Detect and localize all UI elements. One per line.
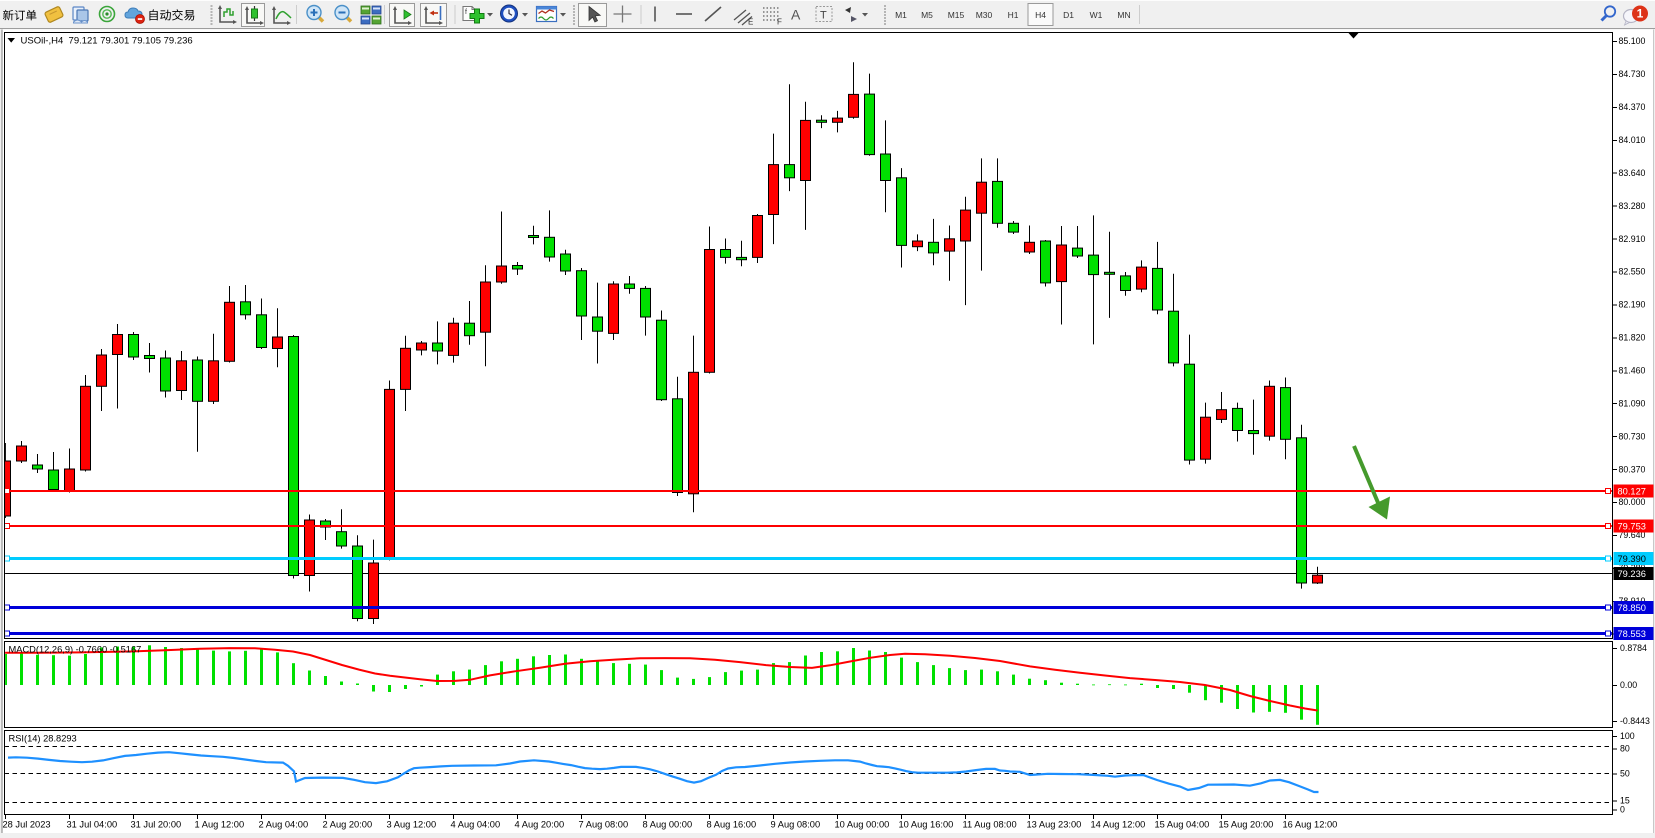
svg-text:15 Aug 20:00: 15 Aug 20:00 [1219, 820, 1274, 830]
svg-text:31 Jul 04:00: 31 Jul 04:00 [67, 820, 118, 830]
svg-text:4 Aug 04:00: 4 Aug 04:00 [451, 820, 501, 830]
svg-text:78.850: 78.850 [1618, 603, 1646, 613]
svg-text:83.640: 83.640 [1619, 168, 1646, 178]
svg-text:0.00: 0.00 [1620, 680, 1637, 690]
svg-text:M1: M1 [895, 10, 907, 20]
svg-text:82.910: 82.910 [1619, 234, 1646, 244]
svg-text:2 Aug 04:00: 2 Aug 04:00 [259, 820, 309, 830]
svg-text:H4: H4 [1035, 10, 1046, 20]
svg-text:0.8784: 0.8784 [1620, 643, 1647, 653]
svg-text:79.390: 79.390 [1618, 554, 1646, 564]
svg-text:MACD(12,26,9) -0.7660 -0.5167: MACD(12,26,9) -0.7660 -0.5167 [9, 645, 142, 655]
svg-text:H1: H1 [1008, 10, 1019, 20]
svg-text:16 Aug 12:00: 16 Aug 12:00 [1283, 820, 1338, 830]
svg-text:3 Aug 12:00: 3 Aug 12:00 [387, 820, 437, 830]
svg-text:M5: M5 [921, 10, 933, 20]
svg-text:28 Jul 2023: 28 Jul 2023 [3, 820, 51, 830]
svg-text:D1: D1 [1063, 10, 1074, 20]
svg-text:81.090: 81.090 [1619, 398, 1646, 408]
svg-text:81.460: 81.460 [1619, 366, 1646, 376]
svg-text:1: 1 [1637, 7, 1644, 21]
svg-text:W1: W1 [1090, 10, 1103, 20]
svg-text:14 Aug 12:00: 14 Aug 12:00 [1091, 820, 1146, 830]
svg-text:8 Aug 16:00: 8 Aug 16:00 [707, 820, 757, 830]
svg-text:84.010: 84.010 [1619, 135, 1646, 145]
svg-text:80.000: 80.000 [1619, 497, 1646, 507]
svg-text:USOil-,H4 79.121 79.301 79.10: USOil-,H4 79.121 79.301 79.105 79.236 [21, 36, 193, 47]
svg-text:79.640: 79.640 [1619, 530, 1646, 540]
svg-text:82.550: 82.550 [1619, 267, 1646, 277]
svg-text:F: F [777, 18, 782, 27]
svg-text:1 Aug 12:00: 1 Aug 12:00 [195, 820, 245, 830]
svg-text:84.370: 84.370 [1619, 102, 1646, 112]
svg-text:-0.8443: -0.8443 [1620, 716, 1650, 726]
svg-text:4 Aug 20:00: 4 Aug 20:00 [515, 820, 565, 830]
svg-text:81.820: 81.820 [1619, 333, 1646, 343]
svg-text:2 Aug 20:00: 2 Aug 20:00 [323, 820, 373, 830]
svg-text:84.730: 84.730 [1619, 69, 1646, 79]
svg-text:79.236: 79.236 [1618, 569, 1646, 579]
svg-text:13 Aug 23:00: 13 Aug 23:00 [1027, 820, 1082, 830]
svg-text:79.753: 79.753 [1618, 521, 1646, 531]
svg-text:15 Aug 04:00: 15 Aug 04:00 [1155, 820, 1210, 830]
svg-text:A: A [791, 7, 801, 23]
svg-text:80.127: 80.127 [1618, 486, 1646, 496]
svg-text:M15: M15 [948, 10, 965, 20]
svg-text:E: E [748, 18, 753, 27]
svg-text:10 Aug 16:00: 10 Aug 16:00 [899, 820, 954, 830]
svg-text:31 Jul 20:00: 31 Jul 20:00 [131, 820, 182, 830]
svg-text:78.553: 78.553 [1618, 629, 1646, 639]
svg-text:f: f [465, 9, 467, 16]
svg-text:85.100: 85.100 [1619, 36, 1646, 46]
svg-text:8 Aug 00:00: 8 Aug 00:00 [643, 820, 693, 830]
svg-text:MN: MN [1117, 10, 1130, 20]
svg-text:80.730: 80.730 [1619, 431, 1646, 441]
svg-text:100: 100 [1620, 731, 1635, 741]
svg-text:50: 50 [1620, 769, 1630, 779]
svg-text:80: 80 [1620, 744, 1630, 754]
svg-text:7 Aug 08:00: 7 Aug 08:00 [579, 820, 629, 830]
svg-text:80.370: 80.370 [1619, 464, 1646, 474]
svg-text:T: T [820, 10, 827, 22]
svg-text:9 Aug 08:00: 9 Aug 08:00 [771, 820, 821, 830]
svg-text:15: 15 [1620, 796, 1630, 806]
svg-text:82.190: 82.190 [1619, 300, 1646, 310]
svg-text:M30: M30 [976, 10, 993, 20]
svg-text:83.280: 83.280 [1619, 201, 1646, 211]
svg-text:RSI(14) 28.8293: RSI(14) 28.8293 [9, 734, 77, 744]
svg-text:11 Aug 08:00: 11 Aug 08:00 [963, 820, 1017, 830]
svg-text:10 Aug 00:00: 10 Aug 00:00 [835, 820, 890, 830]
svg-text:0: 0 [1620, 805, 1625, 815]
